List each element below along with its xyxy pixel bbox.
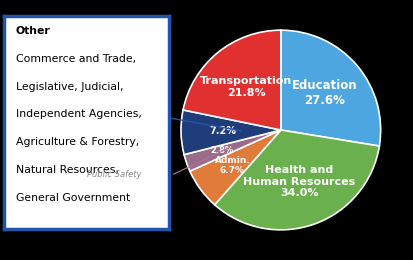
Text: Independent Agencies,: Independent Agencies, xyxy=(16,109,142,119)
Text: Admin.
6.7%: Admin. 6.7% xyxy=(215,156,250,175)
Text: Legislative, Judicial,: Legislative, Judicial, xyxy=(16,82,123,92)
Text: Natural Resources,: Natural Resources, xyxy=(16,165,119,175)
Wedge shape xyxy=(190,130,281,205)
Text: Commerce and Trade,: Commerce and Trade, xyxy=(16,54,136,64)
Wedge shape xyxy=(215,130,380,230)
Wedge shape xyxy=(181,110,281,155)
Text: Other: Other xyxy=(16,26,50,36)
Text: 7.2%: 7.2% xyxy=(209,126,237,136)
Wedge shape xyxy=(184,130,281,171)
Text: General Government: General Government xyxy=(16,193,130,203)
Wedge shape xyxy=(281,30,381,146)
Text: Health and
Human Resources
34.0%: Health and Human Resources 34.0% xyxy=(243,165,355,198)
Text: Transportation
21.8%: Transportation 21.8% xyxy=(200,76,292,98)
Text: Public Safety: Public Safety xyxy=(87,170,141,179)
Text: Agriculture & Forestry,: Agriculture & Forestry, xyxy=(16,137,139,147)
Wedge shape xyxy=(183,30,281,130)
Text: Education
27.6%: Education 27.6% xyxy=(292,79,358,107)
Text: 2.8%: 2.8% xyxy=(211,146,234,155)
